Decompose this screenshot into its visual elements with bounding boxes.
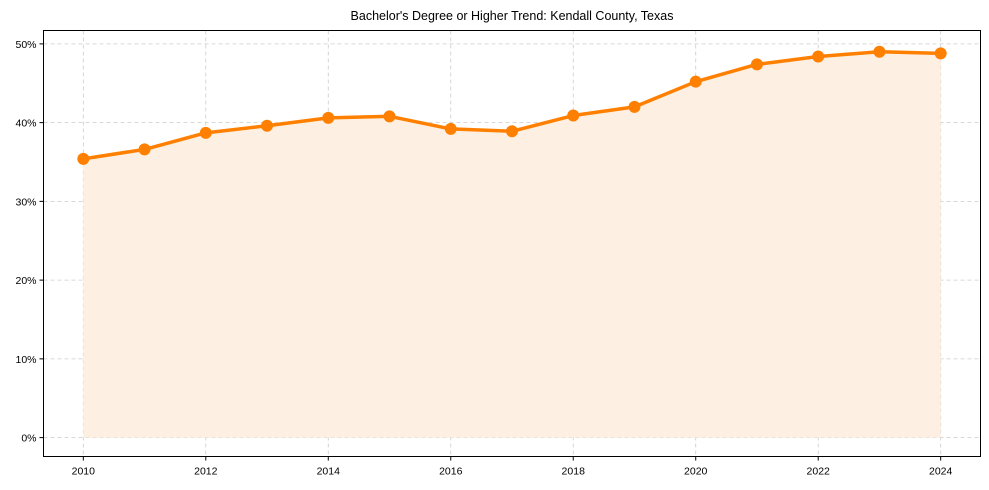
y-tick-label: 30% bbox=[15, 196, 36, 208]
x-tick-label: 2020 bbox=[684, 466, 708, 478]
y-tick-label: 20% bbox=[15, 275, 36, 287]
chart-title: Bachelor's Degree or Higher Trend: Kenda… bbox=[351, 9, 674, 23]
data-point bbox=[567, 109, 580, 122]
x-tick-label: 2010 bbox=[72, 466, 96, 478]
data-point bbox=[934, 47, 947, 60]
data-point bbox=[383, 110, 396, 123]
data-point bbox=[689, 75, 702, 88]
data-point bbox=[812, 50, 825, 63]
x-tick-label: 2024 bbox=[929, 466, 953, 478]
data-markers bbox=[77, 45, 947, 165]
x-tick-label: 2022 bbox=[807, 466, 831, 478]
x-tick-label: 2018 bbox=[562, 466, 586, 478]
y-tick-label: 10% bbox=[15, 354, 36, 366]
data-point bbox=[322, 111, 335, 124]
x-tick-label: 2016 bbox=[439, 466, 463, 478]
x-tick-label: 2012 bbox=[194, 466, 218, 478]
data-point bbox=[199, 126, 212, 139]
data-point bbox=[77, 152, 90, 165]
y-tick-label: 40% bbox=[15, 118, 36, 130]
x-axis: 2010 2012 2014 2016 2018 2020 2022 2024 bbox=[72, 456, 953, 478]
data-point bbox=[873, 45, 886, 58]
data-point bbox=[628, 100, 641, 113]
data-point bbox=[261, 119, 274, 132]
data-point bbox=[444, 122, 457, 135]
plot-frame bbox=[43, 30, 981, 457]
data-point bbox=[506, 125, 518, 138]
area-fill bbox=[83, 51, 941, 438]
y-tick-label: 50% bbox=[15, 39, 36, 51]
y-tick-label: 0% bbox=[21, 433, 36, 445]
x-tick-label: 2014 bbox=[317, 466, 341, 478]
data-point bbox=[138, 143, 151, 156]
y-axis: 0% 10% 20% 30% 40% 50% bbox=[15, 39, 44, 445]
data-point bbox=[750, 58, 763, 71]
